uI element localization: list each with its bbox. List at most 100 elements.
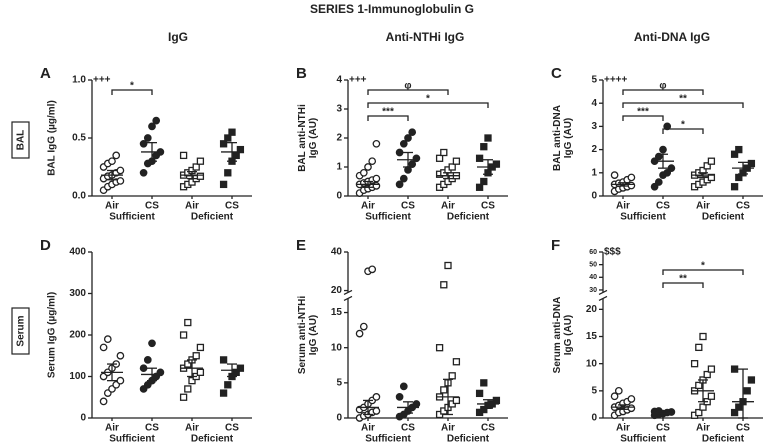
data-point (399, 382, 408, 391)
axis-break (343, 295, 353, 302)
y-tick-label: 50 (589, 261, 597, 268)
y-tick-label: 5 (591, 75, 597, 86)
data-point (695, 381, 703, 390)
data-point (480, 379, 488, 387)
x-tick-label: CS (481, 423, 495, 434)
data-point (492, 160, 501, 168)
data-point (224, 381, 232, 389)
data-point (667, 164, 676, 173)
y-tick-label: 10 (586, 358, 598, 369)
data-point (610, 392, 619, 401)
y-tick-label: 0 (80, 413, 86, 424)
data-point (444, 261, 452, 270)
y-axis-label: IgG (AU) (308, 315, 319, 356)
data-point (224, 169, 232, 177)
y-tick-label: 2 (591, 144, 597, 155)
row-label: BAL (16, 130, 27, 151)
data-point (480, 143, 488, 151)
annotation: $$$ (604, 247, 621, 258)
significance-bracket (622, 102, 744, 108)
data-point (116, 376, 125, 385)
data-point (236, 364, 245, 372)
significance-bracket (367, 89, 449, 95)
data-point (690, 360, 699, 368)
data-point (179, 151, 188, 160)
x-tick-label: CS (225, 423, 239, 434)
group-label: Deficient (191, 212, 234, 223)
panel-letter: F (551, 237, 560, 254)
y-axis-label: BAL anti-DNA (552, 105, 563, 171)
significance-bracket (111, 89, 153, 95)
data-point (372, 407, 381, 415)
y-tick-label: 40 (589, 274, 597, 281)
data-point (99, 343, 108, 352)
panel-letter: B (296, 65, 307, 82)
y-tick-label: 20 (331, 285, 343, 296)
data-point (395, 393, 404, 401)
data-point (475, 183, 484, 191)
data-point (103, 335, 112, 343)
data-point (179, 331, 188, 339)
data-point (188, 376, 196, 385)
x-tick-label: Air (616, 201, 630, 212)
data-point (659, 145, 667, 154)
data-point (412, 154, 421, 163)
y-tick-label: 0 (336, 413, 342, 424)
data-point (492, 396, 501, 405)
data-point (663, 168, 672, 177)
data-point (480, 405, 488, 414)
y-tick-label: 0.0 (72, 191, 86, 202)
data-point (184, 318, 192, 327)
data-point (408, 128, 417, 137)
data-point (152, 116, 161, 125)
data-point (184, 360, 192, 368)
significance-label: * (426, 94, 430, 105)
data-point (196, 368, 205, 377)
data-point (116, 177, 125, 185)
data-point (404, 134, 412, 142)
x-tick-label: CS (401, 201, 415, 212)
data-point (475, 154, 484, 162)
y-tick-label: 2 (336, 133, 342, 144)
panel-letter: D (40, 237, 51, 254)
data-point (707, 392, 716, 400)
data-point (232, 368, 240, 377)
y-tick-label: 4 (591, 98, 597, 109)
y-tick-label: 30 (589, 287, 597, 294)
y-tick-label: 300 (69, 288, 86, 299)
data-point (192, 352, 200, 360)
data-point (372, 174, 381, 183)
data-point (448, 372, 456, 380)
y-tick-label: 400 (69, 247, 86, 258)
axis-break (598, 289, 608, 296)
data-point (703, 370, 711, 379)
data-point (196, 157, 205, 165)
data-point (232, 151, 240, 160)
data-point (730, 408, 739, 417)
data-point (699, 332, 707, 341)
panel-letter: A (40, 65, 51, 82)
significance-label: ** (679, 274, 687, 285)
row-label-box (11, 121, 30, 159)
data-point (364, 163, 372, 171)
data-point (184, 385, 192, 393)
column-title: Anti-NTHi IgG (386, 30, 465, 44)
data-point (192, 163, 200, 171)
significance-label: ** (679, 94, 687, 105)
data-point (730, 150, 739, 158)
data-point (139, 364, 148, 373)
x-tick-label: CS (656, 201, 670, 212)
panel-letter: E (296, 237, 306, 254)
data-point (747, 159, 756, 168)
data-point (179, 393, 188, 401)
x-tick-label: Air (185, 201, 199, 212)
group-label: Sufficient (109, 212, 155, 223)
y-tick-label: 20 (586, 304, 598, 315)
significance-label: * (130, 81, 134, 92)
y-tick-label: 1.0 (72, 75, 86, 86)
column-title: IgG (168, 30, 188, 44)
y-tick-label: 15 (586, 331, 598, 342)
data-point (627, 404, 636, 413)
data-point (224, 134, 232, 142)
group-label: Deficient (447, 212, 490, 223)
